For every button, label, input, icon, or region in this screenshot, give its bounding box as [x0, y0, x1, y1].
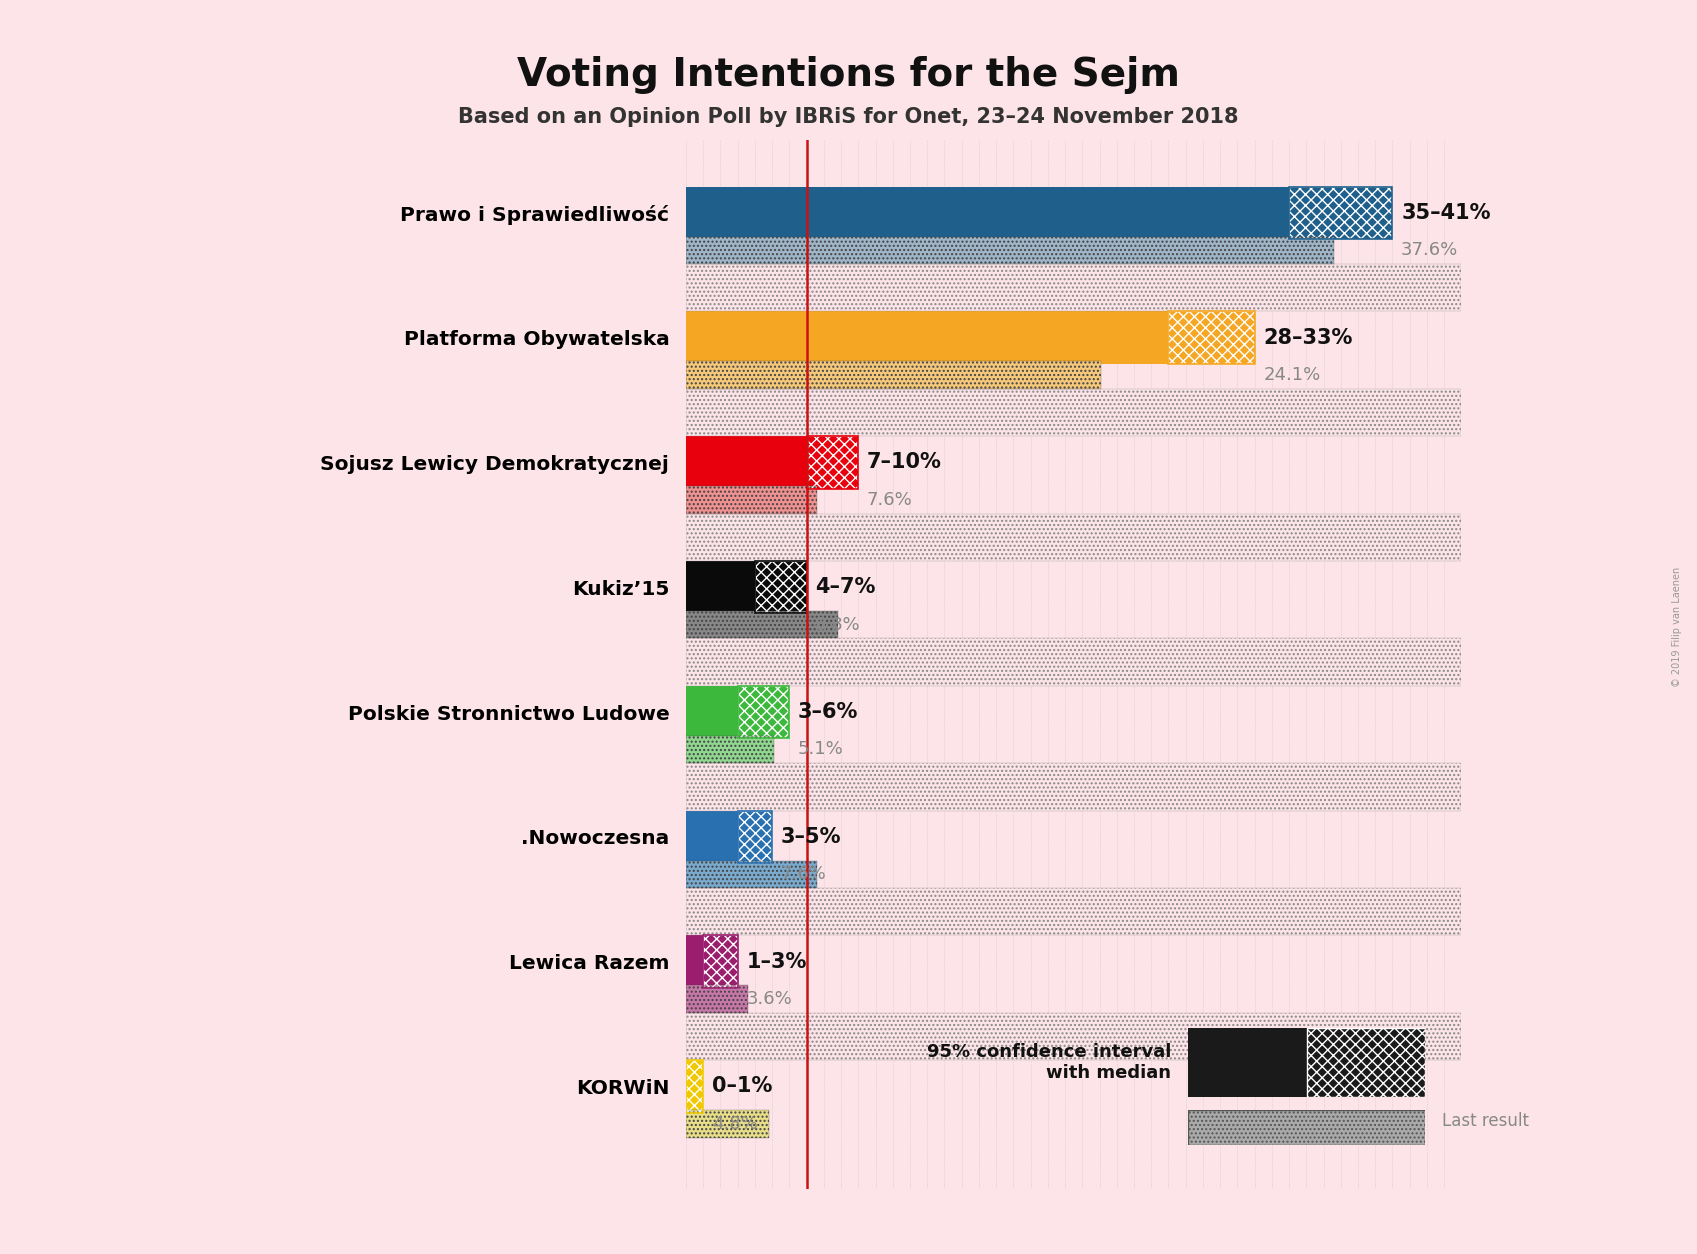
Bar: [686, 1061, 703, 1112]
Bar: [686, 487, 816, 514]
Bar: [806, 436, 859, 489]
Text: 28–33%: 28–33%: [1263, 327, 1353, 347]
Text: 95% confidence interval
with median: 95% confidence interval with median: [927, 1043, 1171, 1082]
Text: Last result: Last result: [1442, 1112, 1529, 1130]
Bar: [1307, 1028, 1425, 1097]
Bar: [686, 860, 816, 888]
Bar: [686, 611, 838, 638]
Bar: [686, 187, 1393, 240]
Bar: [686, 986, 748, 1013]
Bar: [686, 810, 772, 863]
Bar: [738, 810, 772, 863]
Text: 3–6%: 3–6%: [798, 702, 859, 722]
Bar: [755, 561, 806, 613]
Bar: [686, 986, 748, 1013]
Text: 24.1%: 24.1%: [1263, 366, 1320, 384]
Text: 4.8%: 4.8%: [711, 1115, 757, 1132]
Bar: [686, 638, 1461, 686]
Bar: [686, 736, 774, 764]
Bar: [686, 935, 738, 988]
Bar: [1290, 187, 1393, 240]
Text: 7–10%: 7–10%: [867, 453, 942, 473]
Bar: [1169, 311, 1254, 364]
Text: © 2019 Filip van Laenen: © 2019 Filip van Laenen: [1672, 567, 1682, 687]
Bar: [686, 1013, 1461, 1061]
Bar: [738, 686, 789, 739]
Bar: [686, 686, 789, 739]
Bar: [686, 888, 1461, 935]
Bar: [686, 389, 1461, 436]
Bar: [686, 514, 1461, 561]
Bar: [686, 611, 838, 638]
Bar: [686, 237, 1334, 263]
Text: 7.6%: 7.6%: [781, 865, 826, 883]
Bar: [686, 736, 774, 764]
Text: Voting Intentions for the Sejm: Voting Intentions for the Sejm: [518, 56, 1179, 94]
Text: Based on an Opinion Poll by IBRiS for Onet, 23–24 November 2018: Based on an Opinion Poll by IBRiS for On…: [458, 107, 1239, 127]
Bar: [686, 888, 1461, 935]
Text: 8.8%: 8.8%: [815, 616, 860, 633]
Text: 1–3%: 1–3%: [747, 952, 806, 972]
Bar: [686, 361, 1101, 389]
Text: 0–1%: 0–1%: [711, 1076, 772, 1096]
Text: 3.6%: 3.6%: [747, 991, 792, 1008]
Bar: [686, 263, 1461, 311]
Bar: [1169, 311, 1254, 364]
Bar: [686, 389, 1461, 436]
Bar: [738, 810, 772, 863]
Text: 3–5%: 3–5%: [781, 826, 842, 846]
Bar: [686, 860, 816, 888]
Bar: [686, 561, 806, 613]
Bar: [686, 1061, 703, 1112]
Bar: [755, 561, 806, 613]
Bar: [686, 764, 1461, 810]
Bar: [686, 1013, 1461, 1061]
Text: 5.1%: 5.1%: [798, 741, 843, 759]
Bar: [1290, 187, 1393, 240]
Text: 4–7%: 4–7%: [815, 577, 876, 597]
Bar: [686, 1110, 769, 1137]
Bar: [806, 436, 859, 489]
Bar: [686, 638, 1461, 686]
Bar: [686, 764, 1461, 810]
Bar: [738, 686, 789, 739]
Bar: [686, 487, 816, 514]
Bar: [686, 1061, 703, 1112]
Bar: [686, 1110, 769, 1137]
Bar: [703, 935, 738, 988]
Bar: [686, 311, 1254, 364]
Bar: [686, 263, 1461, 311]
Bar: [686, 436, 859, 489]
Bar: [686, 237, 1334, 263]
Text: 35–41%: 35–41%: [1402, 203, 1490, 223]
Text: 7.6%: 7.6%: [867, 490, 913, 509]
Bar: [686, 361, 1101, 389]
Text: 37.6%: 37.6%: [1402, 241, 1458, 260]
Bar: [686, 514, 1461, 561]
Bar: [703, 935, 738, 988]
